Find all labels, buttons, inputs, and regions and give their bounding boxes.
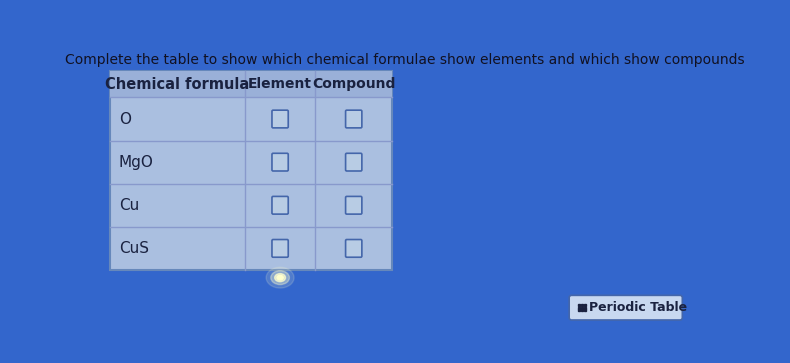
FancyBboxPatch shape	[345, 196, 362, 214]
FancyBboxPatch shape	[272, 240, 288, 257]
FancyBboxPatch shape	[272, 110, 288, 128]
Ellipse shape	[275, 274, 285, 282]
Text: Compound: Compound	[312, 77, 396, 91]
Text: Cu: Cu	[119, 198, 139, 213]
Ellipse shape	[277, 275, 283, 280]
Text: O: O	[119, 111, 131, 127]
FancyBboxPatch shape	[345, 153, 362, 171]
Text: Element: Element	[248, 77, 312, 91]
Bar	[110, 71, 393, 270]
Ellipse shape	[271, 271, 289, 285]
Text: Complete the table to show which chemical formulae show elements and which show : Complete the table to show which chemica…	[65, 53, 745, 67]
FancyBboxPatch shape	[272, 153, 288, 171]
FancyBboxPatch shape	[345, 110, 362, 128]
Text: CuS: CuS	[119, 241, 149, 256]
Text: Periodic Table: Periodic Table	[589, 301, 687, 314]
Ellipse shape	[266, 267, 294, 288]
FancyBboxPatch shape	[345, 240, 362, 257]
Text: Chemical formula: Chemical formula	[105, 77, 250, 92]
Text: MgO: MgO	[119, 155, 154, 170]
Bar	[110, 71, 393, 97]
FancyBboxPatch shape	[272, 196, 288, 214]
FancyBboxPatch shape	[569, 295, 683, 320]
